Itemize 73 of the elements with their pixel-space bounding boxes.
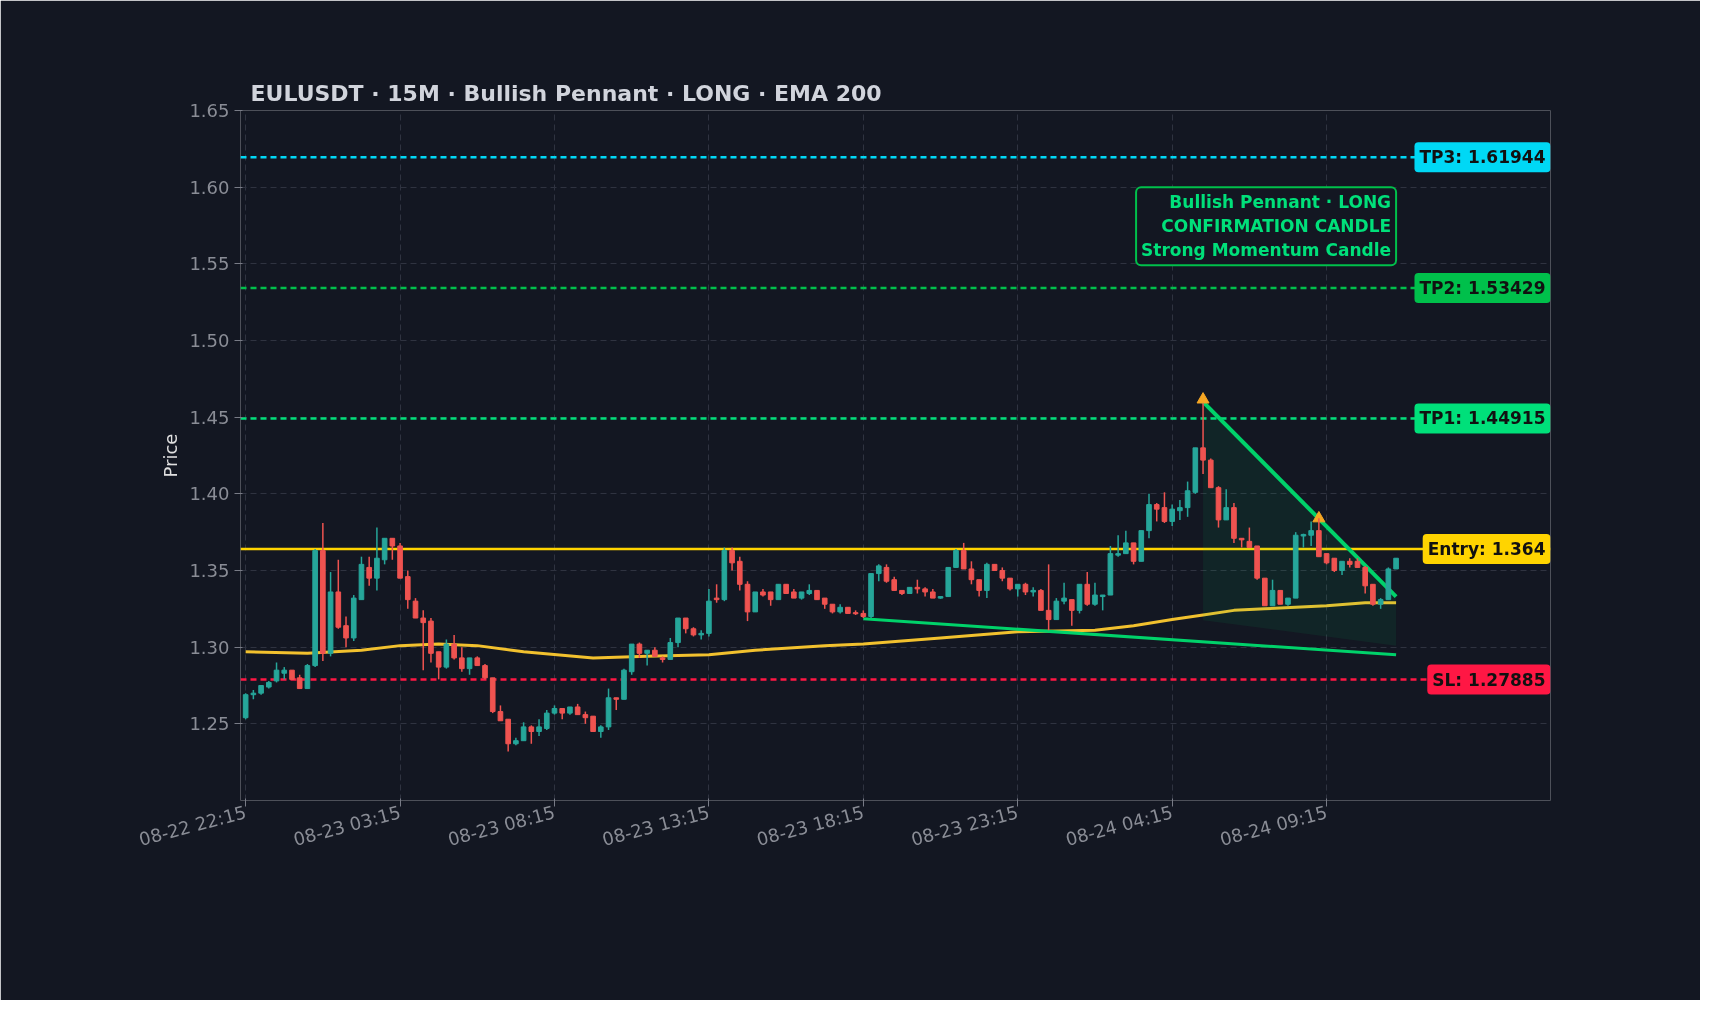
candlestick bbox=[1045, 563, 1052, 632]
candlestick bbox=[968, 560, 975, 586]
x-tick-label: 08-24 09:15 bbox=[1217, 801, 1330, 850]
candlestick bbox=[953, 548, 959, 569]
x-tick-label: 08-24 04:15 bbox=[1063, 801, 1175, 850]
candlestick bbox=[1362, 565, 1369, 595]
candlestick bbox=[435, 651, 442, 681]
candlestick bbox=[1370, 583, 1376, 607]
candlestick bbox=[412, 597, 419, 619]
candlestick bbox=[528, 724, 535, 745]
x-tick-label: 08-23 03:15 bbox=[291, 801, 403, 850]
candlestick bbox=[543, 709, 550, 731]
ref-line-label: TP2: 1.53429 bbox=[1419, 277, 1546, 298]
y-tick-label: 1.25 bbox=[189, 713, 230, 735]
y-tick-label: 1.50 bbox=[189, 330, 230, 351]
y-tick-label: 1.40 bbox=[189, 483, 230, 505]
candlestick bbox=[713, 583, 720, 604]
candlestick bbox=[1223, 488, 1230, 521]
candlestick bbox=[736, 555, 743, 592]
candlestick bbox=[343, 615, 349, 648]
candlestick bbox=[729, 546, 735, 572]
x-tick-label: 08-23 08:15 bbox=[445, 801, 558, 850]
candlestick bbox=[883, 563, 890, 584]
candlestick bbox=[1084, 571, 1091, 607]
y-tick-label: 1.45 bbox=[189, 406, 230, 428]
candlestick bbox=[451, 634, 457, 661]
candlestick bbox=[374, 526, 380, 592]
candlestick bbox=[1053, 597, 1060, 621]
candlestick bbox=[1308, 520, 1314, 547]
x-tick-label: 08-23 18:15 bbox=[754, 801, 867, 850]
candlestick bbox=[1115, 534, 1121, 558]
y-axis-title: Price bbox=[160, 433, 182, 478]
candlestick bbox=[1130, 542, 1137, 566]
x-tick-label: 08-23 23:15 bbox=[908, 801, 1021, 850]
y-tick-label: 1.35 bbox=[189, 560, 230, 581]
candlestick bbox=[1169, 503, 1175, 527]
candlestick bbox=[459, 646, 465, 673]
x-tick-label: 08-23 13:15 bbox=[600, 801, 712, 850]
annotation: Bullish Pennant · LONG CONFIRMATION CANDLE Strong Momentum Candle bbox=[1141, 192, 1392, 261]
chart-title: EULUSDT · 15M · Bullish Pennant · LONG · EMA 200 bbox=[250, 80, 882, 106]
candlestick bbox=[698, 629, 704, 641]
candlestick bbox=[644, 649, 650, 667]
candlestick bbox=[752, 591, 759, 613]
candlestick bbox=[242, 692, 249, 720]
candlestick bbox=[420, 609, 427, 671]
candlestick bbox=[667, 637, 674, 661]
y-tick-label: 1.55 bbox=[189, 253, 230, 275]
candlestick bbox=[1177, 499, 1183, 521]
candlestick bbox=[1061, 582, 1067, 605]
ref-line-label: Entry: 1.364 bbox=[1427, 539, 1546, 560]
candlestick bbox=[1269, 578, 1276, 607]
candlestick bbox=[1246, 526, 1253, 549]
candlestick bbox=[1038, 588, 1044, 612]
candlestick bbox=[1123, 529, 1129, 555]
candlestick bbox=[381, 537, 388, 566]
candlestick bbox=[366, 555, 372, 587]
x-tick-label: 08-22 22:15 bbox=[136, 801, 249, 850]
candlestick bbox=[1200, 402, 1206, 475]
ref-line-label: TP1: 1.44915 bbox=[1419, 408, 1546, 429]
ref-line-label: TP3: 1.61944 bbox=[1419, 147, 1546, 168]
candlestick bbox=[1068, 598, 1075, 627]
y-tick-label: 1.60 bbox=[189, 176, 230, 198]
candlestick bbox=[960, 542, 967, 570]
ref-line-label: SL: 1.27885 bbox=[1432, 669, 1546, 690]
candlestick bbox=[443, 638, 450, 670]
candlestick bbox=[1030, 586, 1037, 598]
candlestick bbox=[520, 721, 527, 742]
candlestick bbox=[1092, 582, 1098, 607]
y-tick-label: 1.65 bbox=[189, 100, 230, 121]
candlestick bbox=[404, 569, 411, 610]
candlestick bbox=[304, 663, 311, 690]
candlestick bbox=[389, 537, 396, 561]
y-tick-label: 1.30 bbox=[189, 636, 230, 658]
